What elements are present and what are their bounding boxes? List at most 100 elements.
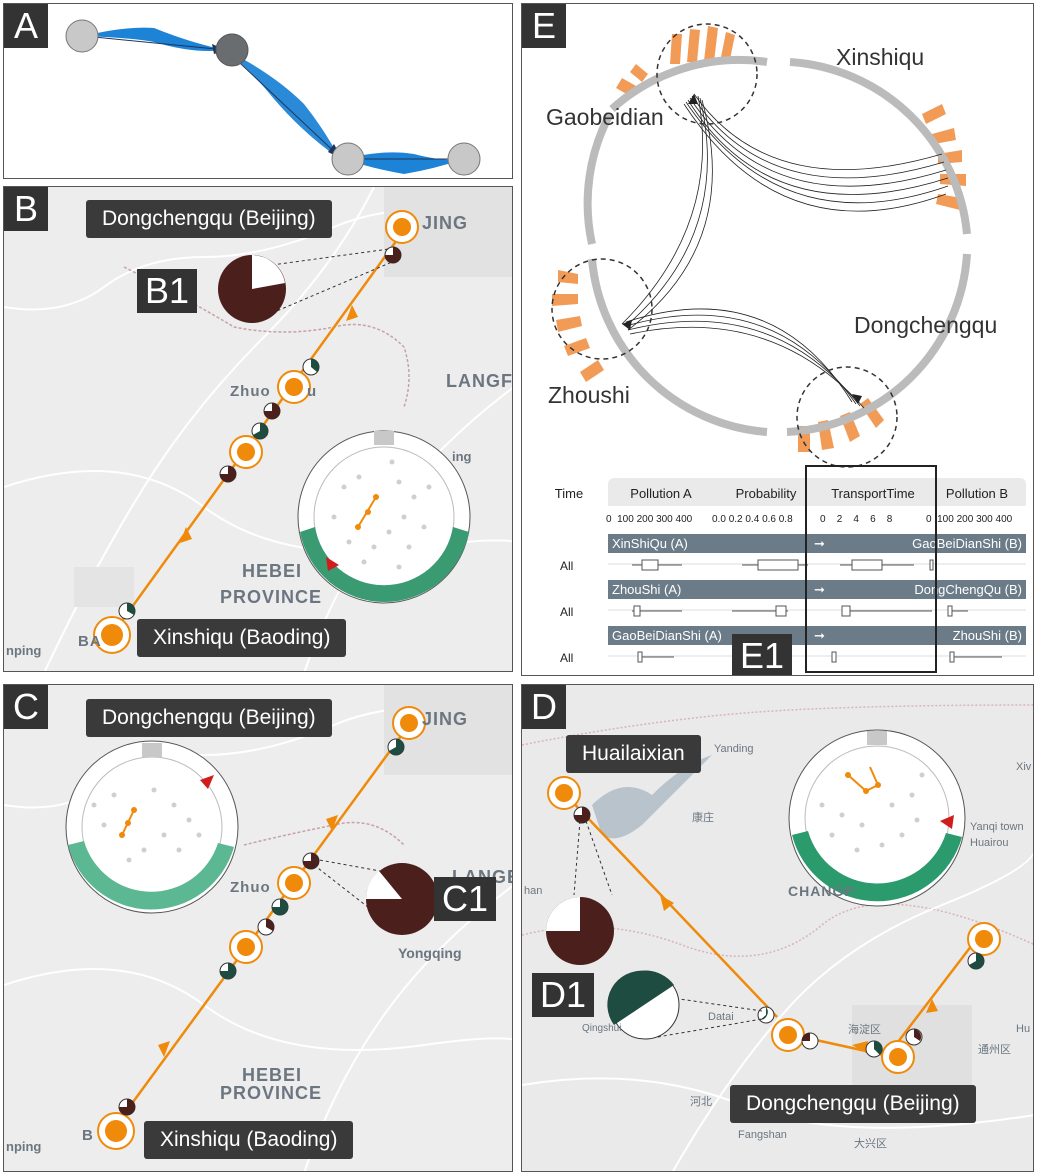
panel-a: A: [3, 3, 513, 179]
panel-e: Xinshiqu Gaobeidian Dongchengqu Zhoushi …: [521, 3, 1034, 676]
map-label-nping-c: nping: [6, 1139, 42, 1154]
map-label-yongqing: Yongqing: [398, 945, 462, 961]
col-pollution-b[interactable]: Pollution B: [945, 486, 1009, 501]
mini-pie-c1[interactable]: [387, 738, 405, 756]
e1-tag: E1: [732, 634, 793, 675]
d1-tag: D1: [532, 973, 595, 1017]
panel-b: JING LANGF Zhuo u ing HEBEI PROVINCE npi…: [3, 186, 513, 672]
map-label-zhuo-c: Zhuo: [230, 879, 271, 896]
mini-pie-c2[interactable]: [302, 852, 320, 870]
origin-label-c: Dongchengqu (Beijing): [86, 699, 332, 737]
flow-shape-1: [84, 27, 226, 51]
radar-glyph-d[interactable]: [788, 729, 966, 907]
row-to-3: ZhouShi (B): [952, 628, 1022, 643]
map-label-daxing: 大兴区: [854, 1138, 887, 1150]
map-label-hebei-c: HEBEI: [242, 1065, 303, 1085]
map-label-tongzhou: 通州区: [978, 1044, 1011, 1056]
mini-pie-d2[interactable]: [757, 1006, 775, 1024]
panel-d: Yanding 康庄 Xiv Yanqi town Huairou CHANGP…: [521, 684, 1034, 1172]
ticks-pollution-a: 0 100 200 300 400: [606, 514, 693, 525]
node-start: [65, 19, 99, 53]
map-label-yanding: Yanding: [714, 743, 754, 755]
row-arrow-2: ➞: [814, 582, 825, 597]
map-label-ing: ing: [452, 449, 472, 464]
chord-diagram: [551, 23, 971, 468]
row-time-2: All: [560, 605, 574, 619]
map-c-background: [4, 685, 512, 1171]
radar-glyph-c[interactable]: [65, 740, 239, 914]
row-bar-3[interactable]: GaoBeiDianShi (A) ➞ ZhouShi (B): [608, 626, 1026, 645]
panel-a-label: A: [4, 4, 48, 48]
dest-label-d: Dongchengqu (Beijing): [730, 1085, 976, 1123]
mini-pie-c6[interactable]: [118, 1098, 136, 1116]
mini-pie-b1[interactable]: [384, 246, 402, 264]
ticks-probability: 0.0 0.2 0.4 0.6 0.8: [712, 514, 793, 525]
ticks-transport: 0 2 4 6 8: [820, 514, 893, 525]
b1-tag: B1: [137, 269, 198, 313]
map-label-nping: nping: [6, 643, 42, 658]
mini-pie-d1[interactable]: [573, 806, 591, 824]
mini-pie-b6[interactable]: [118, 602, 136, 620]
map-label-huairou: Huairou: [970, 837, 1009, 849]
node-mid: [215, 33, 249, 67]
chord-label-dongchengqu: Dongchengqu: [854, 312, 998, 338]
origin-label-b: Dongchengqu (Beijing): [86, 200, 332, 238]
map-label-province-c: PROVINCE: [220, 1083, 323, 1103]
row-from-3: GaoBeiDianShi (A): [612, 628, 722, 643]
map-label-ba-c: B: [82, 1127, 94, 1144]
map-label-kangzhuang: 康庄: [692, 812, 714, 824]
map-label-hebei-d: 河北: [690, 1096, 712, 1108]
row-to-1: GaoBeiDianShi (B): [912, 536, 1022, 551]
map-label-ou: u: [307, 383, 318, 400]
row-from-1: XinShiQu (A): [612, 536, 688, 551]
panel-c: JING LANGE Zhuo Yongqing HEBEI PROVINCE …: [3, 684, 513, 1172]
row-arrow-3: ➞: [814, 628, 825, 643]
map-label-qingshui: Qingshui: [582, 1023, 622, 1034]
panel-d-label: D: [522, 685, 566, 729]
map-label-datai: Datai: [708, 1011, 734, 1023]
map-label-zhuo: Zhuo: [230, 383, 271, 400]
mini-pie-c5[interactable]: [219, 962, 237, 980]
mini-pie-b3[interactable]: [263, 402, 281, 420]
mini-pie-c4[interactable]: [257, 918, 275, 936]
ticks-pollution-b: 0 100 200 300 400: [926, 514, 1013, 525]
mini-pie-d3[interactable]: [801, 1032, 819, 1050]
dest-label-c: Xinshiqu (Baoding): [144, 1121, 354, 1159]
map-label-ba: BA: [78, 633, 102, 650]
panel-b-label: B: [4, 187, 48, 231]
row-bar-1[interactable]: XinShiQu (A) ➞ GaoBeiDianShi (B): [608, 534, 1026, 553]
col-pollution-a[interactable]: Pollution A: [630, 486, 692, 501]
flow-shape-3: [344, 152, 464, 174]
map-label-fangshan: Fangshan: [738, 1129, 787, 1141]
row-arrow-1: ➞: [814, 536, 825, 551]
highlight-zhoushi: [551, 258, 653, 360]
chord-label-gaobeidian: Gaobeidian: [546, 104, 664, 130]
mini-pie-c3[interactable]: [271, 898, 289, 916]
mini-pie-b2[interactable]: [302, 358, 320, 376]
map-label-yanqi: Yanqi town: [970, 821, 1024, 833]
highlight-dongchengqu: [796, 366, 898, 468]
dest-label-b: Xinshiqu (Baoding): [137, 619, 347, 657]
row-time-1: All: [560, 559, 574, 573]
flow-shape-2: [226, 50, 340, 159]
row-bar-2[interactable]: ZhouShi (A) ➞ DongChengQu (B): [608, 580, 1026, 599]
map-label-haidian: 海淀区: [848, 1024, 881, 1036]
col-transport-time[interactable]: TransportTime: [831, 486, 915, 501]
c1-tag: C1: [434, 877, 497, 921]
mini-pie-d5[interactable]: [905, 1028, 923, 1046]
chord-links: [621, 93, 949, 409]
node-third: [331, 142, 365, 176]
row-from-2: ZhouShi (A): [612, 582, 682, 597]
radar-glyph-b[interactable]: [297, 430, 471, 604]
node-end: [447, 142, 481, 176]
col-probability[interactable]: Probability: [735, 486, 797, 501]
mini-pie-b4[interactable]: [251, 422, 269, 440]
map-label-hu: Hu: [1016, 1023, 1031, 1035]
chord-label-xinshiqu: Xinshiqu: [836, 44, 925, 70]
map-label-langf: LANGF: [446, 371, 513, 391]
highlight-gaobeidian: [656, 23, 758, 125]
mini-pie-d6[interactable]: [967, 952, 985, 970]
mini-pie-b5[interactable]: [219, 465, 237, 483]
map-label-changp: CHANGP: [788, 883, 855, 899]
mini-pie-d4[interactable]: [865, 1040, 883, 1058]
